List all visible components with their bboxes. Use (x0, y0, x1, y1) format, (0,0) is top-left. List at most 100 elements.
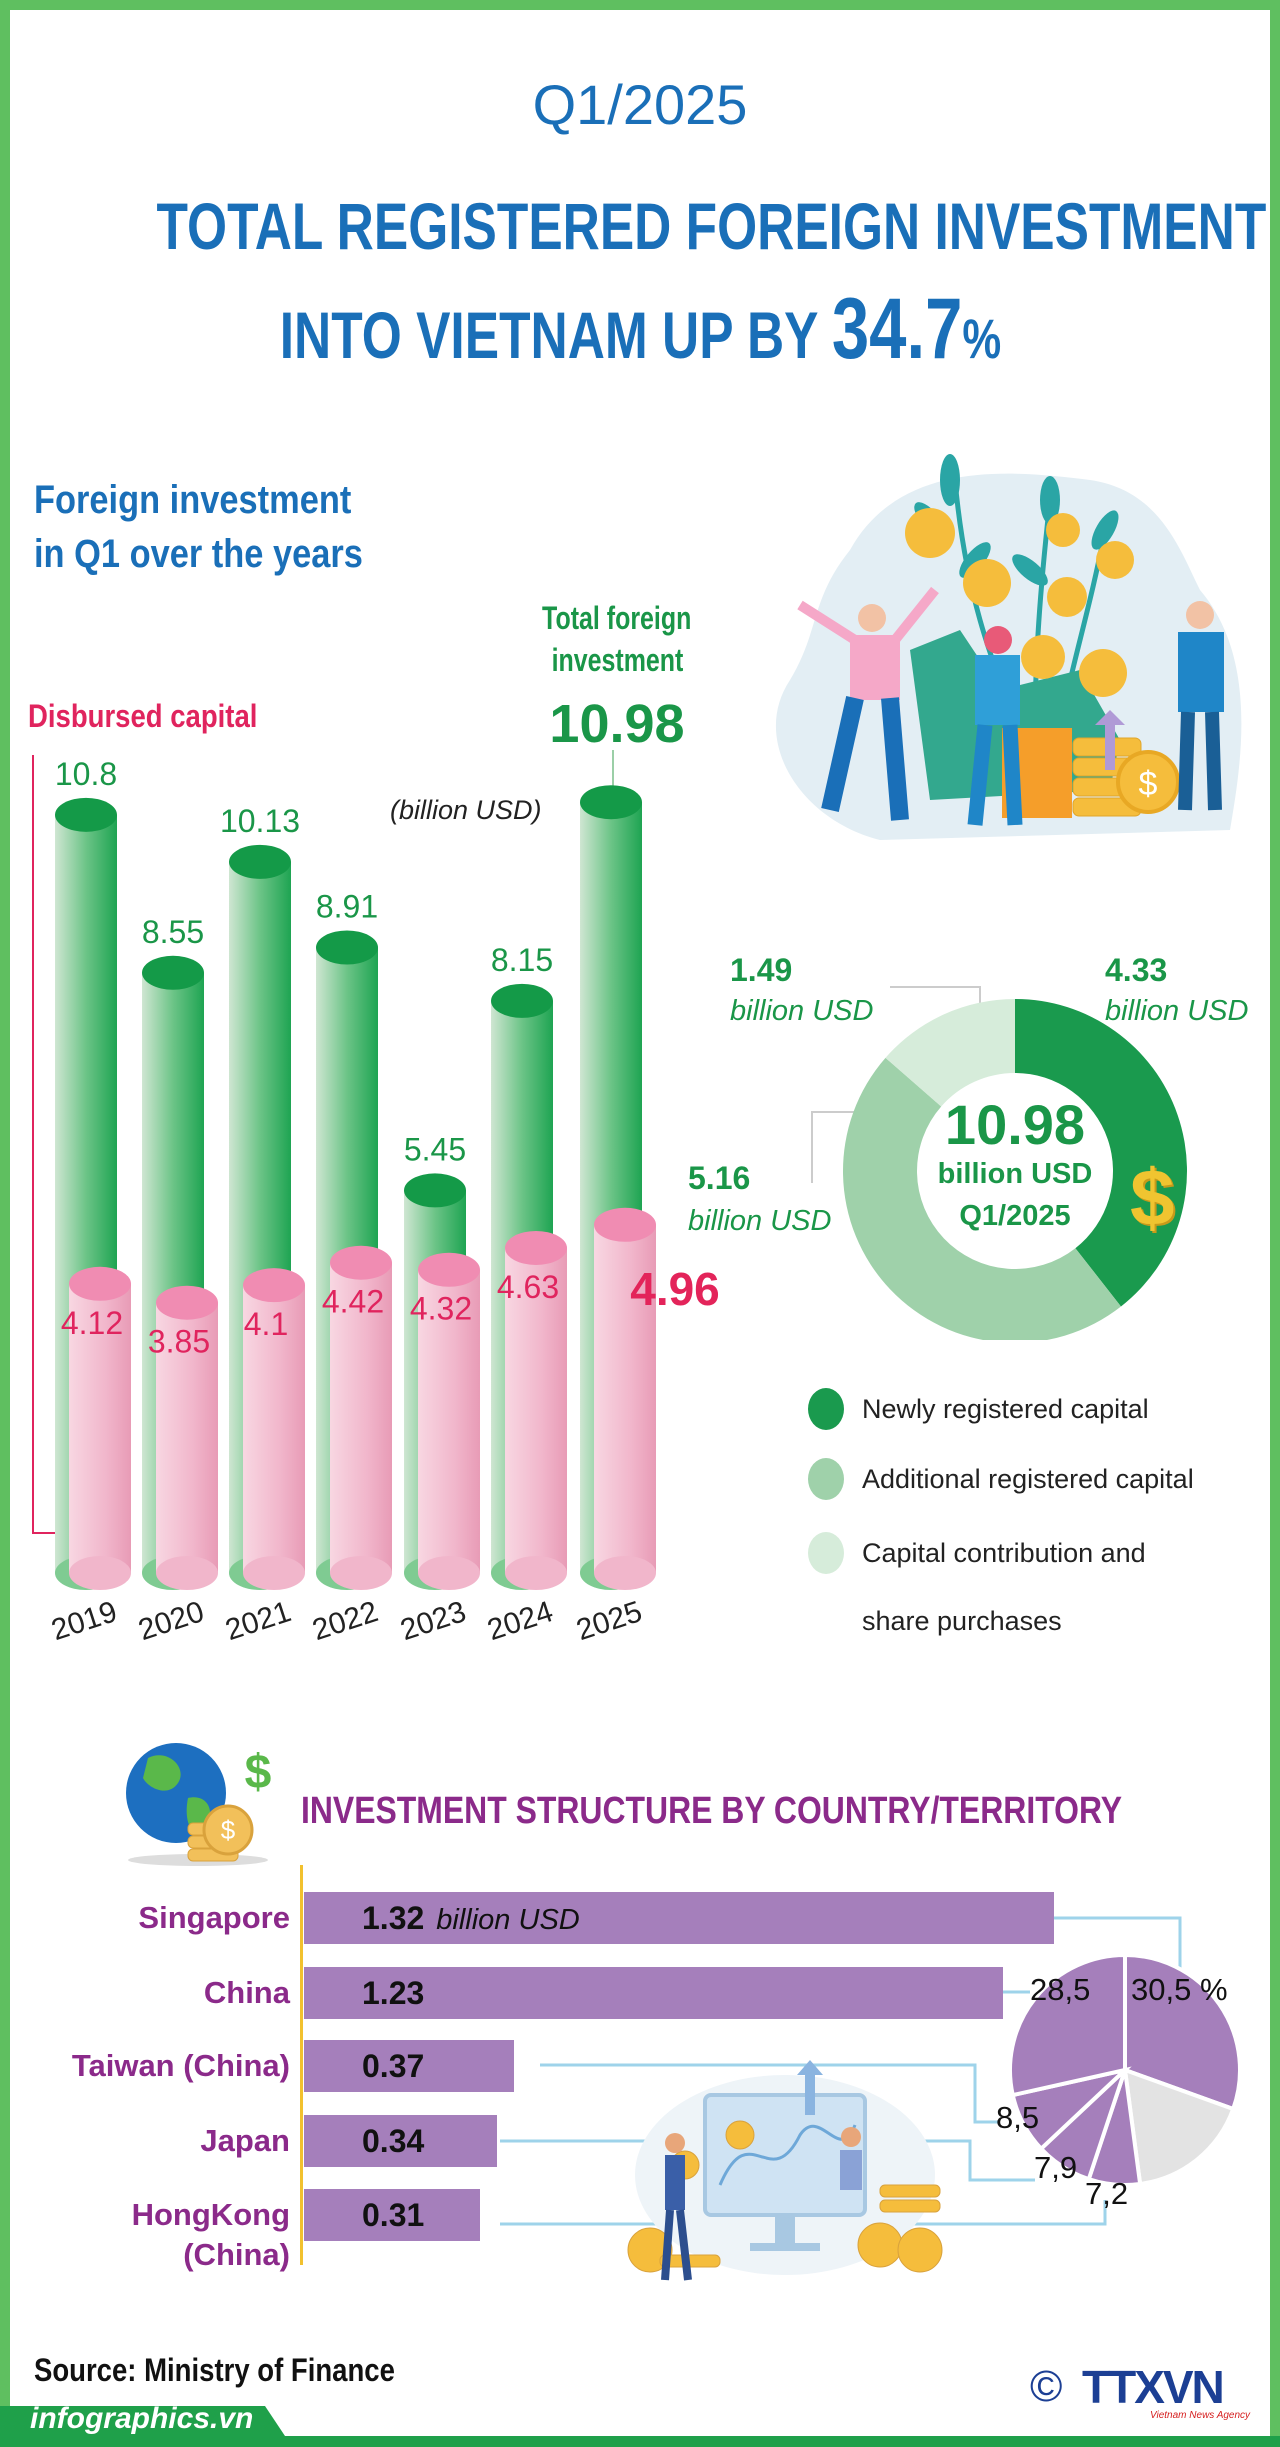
donut-center-unit: billion USD (937, 1158, 1093, 1190)
year-label: 2019 (47, 1595, 121, 1647)
total-value-label: 8.91 (316, 889, 378, 925)
country-bar-value: 1.23 (362, 1975, 425, 2011)
page-title-line2: INTO VIETNAM UP BY 34.7% (0, 280, 1280, 379)
year-label: 2021 (221, 1595, 295, 1647)
donut-unit-1.49: billion USD (730, 995, 874, 1027)
disbursed-bar-base-2025 (594, 1556, 656, 1590)
disbursed-bar-top-2023 (418, 1252, 480, 1287)
investors-illustration (627, 2060, 943, 2281)
copyright-symbol: © (1030, 2362, 1063, 2411)
disbursed-bar-2024 (505, 1247, 567, 1573)
year-label: 2025 (572, 1595, 646, 1647)
gold-dollar-icon: $ (1130, 1153, 1175, 1242)
year-label: 2022 (308, 1595, 382, 1647)
disbursed-bar-top-2022 (330, 1245, 392, 1280)
year-label: 2023 (396, 1595, 470, 1647)
title-text-1: TOTAL REGISTERED FOREIGN INVESTMENT (156, 189, 1267, 263)
legend-swatch (808, 1458, 844, 1500)
disbursed-value-label: 4.63 (497, 1269, 559, 1305)
total-bar-top-2023 (404, 1173, 466, 1208)
country-bar (304, 1967, 1003, 2019)
total-value-label: 8.55 (142, 914, 204, 950)
disbursed-bar-base-2023 (418, 1556, 480, 1590)
disbursed-value-label: 4.96 (630, 1263, 720, 1315)
donut-label-4.33: 4.33 (1105, 952, 1168, 988)
donut-slice-5.16 (843, 1057, 1121, 1340)
disbursed-value-label: 4.42 (322, 1284, 384, 1320)
country-bar-value: 1.32 billion USD (362, 1900, 580, 1936)
disbursed-bar-2022 (330, 1262, 392, 1573)
pie-label-China: 28,5 (1030, 1972, 1091, 2007)
legend-swatch (808, 1388, 844, 1430)
donut-unit-4.33: billion USD (1105, 995, 1249, 1027)
country-bar-value: 0.37 (362, 2048, 425, 2084)
ttxvn-logo-subtitle: Vietnam News Agency (1150, 2410, 1251, 2421)
disbursed-bar-2020 (156, 1302, 218, 1573)
legend-capital-contribution-line2: share purchases (862, 1606, 1062, 1636)
growth-unit: % (961, 307, 1001, 370)
disbursed-bar-2021 (243, 1285, 305, 1573)
disbursed-value-label: 4.12 (61, 1305, 123, 1341)
disbursed-bar-base-2022 (330, 1556, 392, 1590)
section-heading-line1: Foreign investment (34, 478, 352, 522)
disbursed-bar-top-2019 (69, 1266, 131, 1301)
period-label: Q1/2025 (532, 73, 748, 136)
total-investment-label: Total foreign investment (542, 600, 692, 678)
globe-money-icon: $ $ (126, 1743, 272, 1866)
country-bar-value: 0.34 (362, 2123, 425, 2159)
footer-band (0, 2406, 1280, 2447)
legend-newly-registered: Newly registered capital (808, 1388, 1149, 1430)
title-text-2: INTO VIETNAM UP BY (279, 298, 818, 372)
country-label: Japan (200, 2123, 290, 2158)
country-label: Singapore (138, 1900, 290, 1935)
total-bar-top-2021 (229, 844, 291, 879)
donut-slice-1.49 (885, 999, 1015, 1107)
country-share-pie-chart (1008, 1952, 1242, 2187)
country-bar-value: 0.31 (362, 2197, 425, 2233)
ttxvn-logo: TTXVN (1082, 2361, 1225, 2413)
disbursed-bar-top-2020 (156, 1285, 218, 1320)
country-bar (304, 2189, 481, 2241)
investment-bar-chart: 10.8 4.12 2019 8.55 3.85 2020 10.13 4.1 2021 8.91… (32, 750, 720, 1647)
donut-label-1.49: 1.49 (730, 952, 793, 988)
total-bar-top-2025 (580, 785, 642, 820)
bar-unit: billion USD (436, 1904, 580, 1936)
capital-donut-chart (811, 986, 1187, 1340)
total-value-label: 10.13 (220, 803, 300, 839)
donut-center-value: 10.98 (944, 1093, 1086, 1156)
country-bar (304, 2040, 515, 2092)
site-link[interactable]: infographics.vn (30, 2402, 254, 2435)
total-value-label: 5.45 (404, 1131, 466, 1167)
disbursed-bar-top-2021 (243, 1268, 305, 1303)
legend-additional-registered: Additional registered capital (808, 1458, 1194, 1500)
donut-slice-4.33 (1015, 999, 1187, 1307)
pie-label-Singapore: 30,5 % (1131, 1972, 1228, 2007)
pie-label-Taiwan (China): 8,5 (996, 2100, 1040, 2135)
growth-value: 34.7 (831, 281, 962, 377)
disbursed-value-label: 4.32 (410, 1291, 472, 1327)
country-bar (304, 2115, 498, 2167)
disbursed-bar-base-2024 (505, 1556, 567, 1590)
country-label: Taiwan (China) (71, 2048, 290, 2083)
disbursed-bar-2023 (418, 1269, 480, 1573)
disbursed-bar-2019 (69, 1283, 131, 1573)
country-label: China (203, 1975, 290, 2010)
section-heading-line2: in Q1 over the years (34, 532, 363, 576)
disbursed-bar-base-2019 (69, 1556, 131, 1590)
disbursed-bar-top-2025 (594, 1207, 656, 1242)
person-illustration (797, 586, 1224, 826)
disbursed-value-label: 4.1 (244, 1306, 288, 1342)
svg-text:$: $ (221, 1815, 236, 1845)
disbursed-bar-top-2024 (505, 1230, 567, 1265)
total-value-label: 10.8 (55, 756, 117, 792)
bar-axis-line (300, 1865, 303, 2265)
total-investment-value: 10.98 (549, 694, 685, 754)
country-structure-title: INVESTMENT STRUCTURE BY COUNTRY/TERRITOR… (301, 1790, 1123, 1832)
money-tree-illustration: $ (775, 454, 1242, 840)
disbursed-bar-base-2021 (243, 1556, 305, 1590)
pie-label-HongKong (China): 7,2 (1085, 2176, 1129, 2211)
total-bar-top-2019 (55, 797, 117, 832)
total-bar-top-2020 (142, 955, 204, 990)
year-label: 2020 (134, 1595, 208, 1647)
pie-slice-China (1008, 1952, 1127, 2098)
